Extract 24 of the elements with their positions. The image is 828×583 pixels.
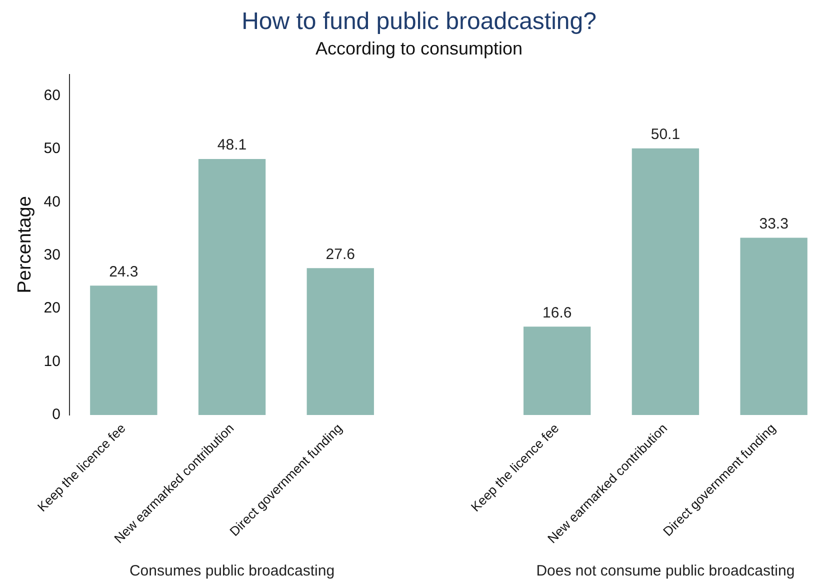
- bar: [90, 286, 158, 416]
- y-tick-label: 40: [44, 193, 60, 210]
- y-tick-label: 60: [44, 86, 60, 104]
- chart-subtitle: According to consumption: [315, 38, 523, 59]
- data-label: 27.6: [326, 246, 355, 263]
- y-axis-title: Percentage: [14, 196, 36, 294]
- y-tick-label: 50: [44, 140, 60, 158]
- text: Consumes public broadcasting: [129, 562, 335, 580]
- bar: [740, 238, 808, 416]
- bar: [306, 268, 374, 416]
- data-label: 33.3: [759, 215, 788, 232]
- y-tick-label: 20: [44, 300, 60, 317]
- data-label: 16.6: [542, 304, 572, 322]
- y-tick-label: 0: [52, 406, 60, 424]
- y-tick-label: 30: [44, 246, 60, 264]
- bar: [524, 326, 591, 416]
- bar: [198, 159, 266, 416]
- bar: [632, 148, 700, 416]
- data-label: 50.1: [650, 126, 680, 144]
- y-tick-label: 10: [44, 352, 60, 370]
- data-label: 48.1: [217, 136, 247, 154]
- data-label: 24.3: [109, 263, 138, 280]
- text: Does not consume public broadcasting: [536, 562, 795, 580]
- chart-title: How to fund public broadcasting?: [242, 8, 596, 36]
